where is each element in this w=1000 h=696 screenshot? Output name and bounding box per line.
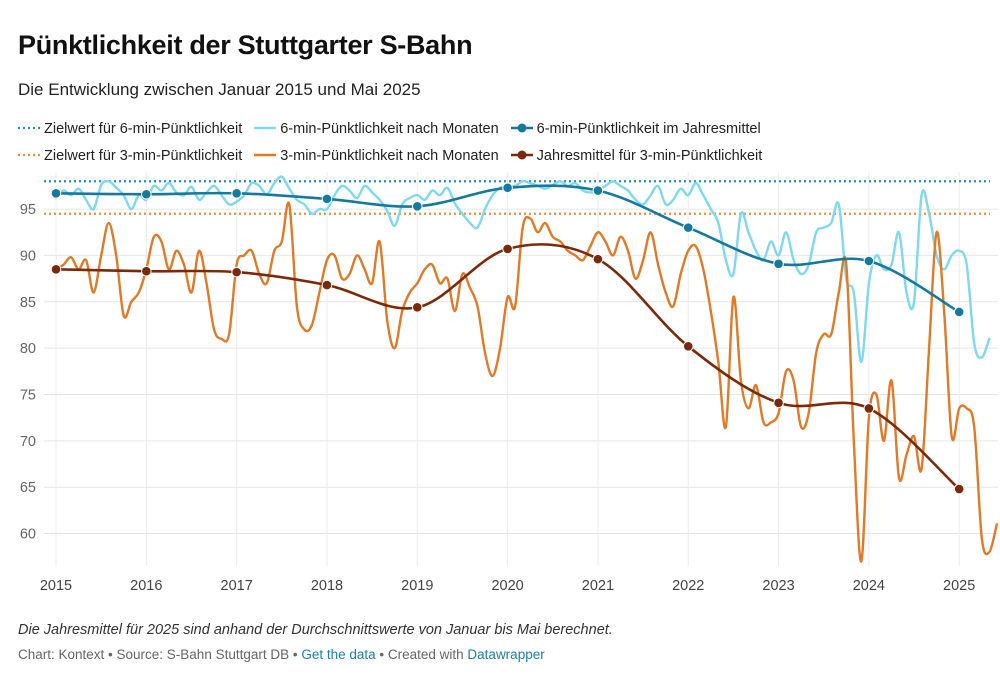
x-tick-label: 2022	[672, 578, 704, 594]
point-yearly3-2018	[321, 279, 333, 291]
point-yearly6-2017	[231, 188, 242, 199]
x-tick-label: 2021	[582, 578, 614, 594]
point-yearly3-2023	[773, 397, 784, 409]
legend-item-target6: Zielwert für 6-min-Pünktlichkeit	[18, 116, 242, 143]
series-line-yearly3	[55, 243, 961, 491]
legend-item-monthly3: 3-min-Pünktlichkeit nach Monaten	[254, 143, 499, 170]
legend-label: Zielwert für 3-min-Pünktlichkeit	[44, 148, 243, 164]
chart-note: Die Jahresmittel für 2025 sind anhand de…	[18, 622, 613, 638]
y-tick-label: 95	[20, 202, 36, 218]
legend-item-yearly3: Jahresmittel für 3-min-Pünktlichkeit	[510, 143, 763, 170]
legend-symbol-line	[254, 153, 277, 157]
chart-canvas: 60 65 70 75 80 85 90 95 2015 2016 2017 2018 2019 2020…	[20, 172, 998, 594]
credit-source: Chart: Kontext • Source: S-Bahn Stuttgar…	[18, 647, 302, 662]
yearly-series	[50, 182, 965, 495]
monthly-series	[54, 175, 998, 563]
legend-item-target3: Zielwert für 3-min-Pünktlichkeit	[18, 143, 242, 170]
y-tick-label: 70	[20, 434, 36, 450]
point-yearly3-2022	[682, 340, 694, 352]
point-yearly3-2020	[502, 243, 513, 255]
legend-label: Zielwert für 6-min-Pünktlichkeit	[44, 121, 243, 137]
x-tick-label: 2024	[853, 578, 885, 594]
x-tick-label: 2020	[491, 578, 523, 594]
x-tick-label: 2015	[40, 578, 72, 594]
get-data-link[interactable]: Get the data	[301, 647, 376, 662]
legend-item-yearly6: 6-min-Pünktlichkeit im Jahresmittel	[510, 116, 761, 143]
x-tick-label: 2017	[221, 578, 253, 594]
chart-credits: Chart: Kontext • Source: S-Bahn Stuttgar…	[18, 647, 545, 662]
y-tick-label: 80	[20, 341, 36, 357]
point-yearly6-2025	[953, 306, 965, 318]
point-yearly3-2025	[953, 483, 965, 495]
legend-symbol-dotline	[510, 150, 533, 160]
point-yearly6-2015	[50, 188, 62, 199]
axis-labels: 60 65 70 75 80 85 90 95 2015 2016 2017 2018 2019 2020…	[20, 202, 975, 594]
x-tick-label: 2016	[130, 578, 162, 594]
y-tick-label: 65	[20, 480, 36, 496]
x-tick-label: 2025	[943, 578, 975, 594]
credit-created-with: • Created with	[375, 647, 468, 662]
legend-label: 6-min-Pünktlichkeit nach Monaten	[280, 121, 499, 137]
legend-symbol-line	[254, 126, 277, 130]
point-yearly6-2021	[592, 185, 604, 196]
y-tick-label: 85	[20, 295, 36, 311]
point-yearly6-2022	[682, 222, 694, 233]
legend-symbol-dotted	[18, 154, 40, 157]
chart-subtitle: Die Entwicklung zwischen Januar 2015 und…	[18, 80, 421, 99]
point-yearly3-2015	[50, 264, 62, 275]
series-line-monthly3	[54, 201, 998, 563]
point-yearly3-2021	[592, 253, 604, 265]
legend: Zielwert für 6-min-Pünktlichkeit 6-min-Pü…	[18, 116, 998, 170]
y-tick-label: 75	[20, 387, 36, 403]
point-yearly3-2024	[863, 403, 875, 414]
legend-label: 6-min-Pünktlichkeit im Jahresmittel	[536, 121, 761, 137]
point-yearly3-2017	[231, 266, 242, 278]
legend-item-monthly6: 6-min-Pünktlichkeit nach Monaten	[254, 116, 499, 143]
series-line-monthly6	[54, 175, 991, 364]
point-yearly6-2020	[502, 182, 513, 194]
point-yearly6-2023	[773, 258, 784, 270]
point-yearly3-2019	[411, 302, 423, 313]
point-yearly6-2024	[863, 255, 875, 267]
legend-symbol-dotline	[510, 123, 533, 133]
legend-label: Jahresmittel für 3-min-Pünktlichkeit	[536, 148, 763, 164]
x-tick-label: 2019	[401, 578, 433, 594]
y-tick-label: 90	[20, 248, 36, 264]
datawrapper-link[interactable]: Datawrapper	[467, 647, 545, 662]
point-yearly6-2019	[411, 201, 423, 212]
point-yearly6-2018	[321, 193, 333, 205]
y-tick-label: 60	[20, 527, 36, 543]
legend-symbol-dotted	[18, 127, 40, 130]
chart-title: Pünktlichkeit der Stuttgarter S-Bahn	[18, 30, 473, 60]
x-tick-label: 2023	[762, 578, 794, 594]
legend-label: 3-min-Pünktlichkeit nach Monaten	[280, 148, 499, 164]
point-yearly6-2016	[141, 188, 152, 200]
point-yearly3-2016	[141, 265, 152, 277]
x-tick-label: 2018	[311, 578, 343, 594]
